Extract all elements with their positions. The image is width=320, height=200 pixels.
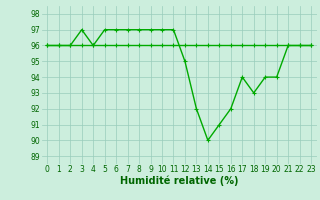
X-axis label: Humidité relative (%): Humidité relative (%) — [120, 176, 238, 186]
